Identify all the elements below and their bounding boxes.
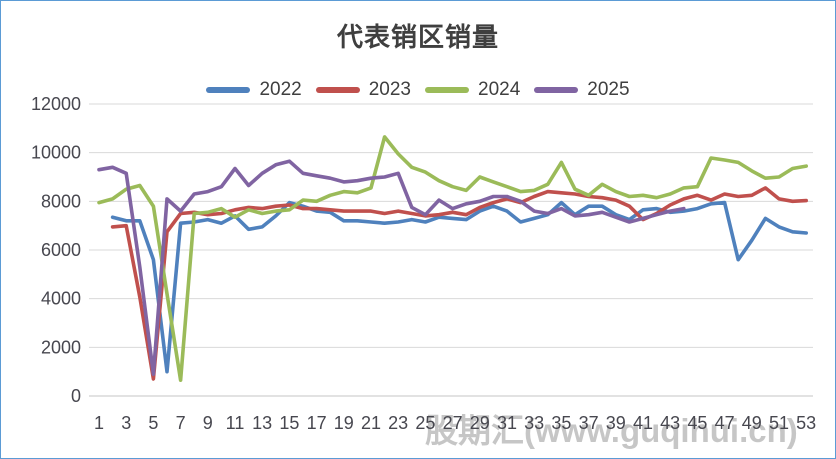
x-tick-label-1: 1 [94, 413, 104, 433]
y-tick-label-6000: 6000 [41, 240, 81, 260]
x-tick-label-39: 39 [606, 413, 626, 433]
watermark: 股期汇(www.guqihui.cn) [425, 412, 798, 449]
legend-item-2022: 2022 [206, 79, 302, 101]
x-tick-label-31: 31 [497, 413, 517, 433]
x-tick-label-7: 7 [176, 413, 186, 433]
x-tick-label-13: 13 [252, 413, 272, 433]
y-tick-label-12000: 12000 [31, 94, 81, 114]
x-tick-label-37: 37 [579, 413, 599, 433]
legend: 2022 2023 2024 2025 [1, 79, 835, 101]
legend-label-2022: 2022 [259, 79, 302, 100]
x-tick-label-27: 27 [443, 413, 463, 433]
legend-label-2024: 2024 [478, 79, 521, 100]
legend-item-2024: 2024 [425, 79, 520, 101]
y-tick-label-10000: 10000 [31, 143, 81, 163]
chart-title: 代表销区销量 [336, 22, 499, 52]
x-tick-label-5: 5 [148, 413, 158, 433]
series-line-2025 [97, 159, 686, 376]
series-line-2023 [110, 186, 809, 381]
legend-swatch-2022 [206, 87, 251, 93]
legend-swatch-2025 [534, 87, 579, 93]
x-tick-label-21: 21 [361, 413, 381, 433]
x-tick-label-35: 35 [551, 413, 571, 433]
legend-swatch-2023 [315, 87, 360, 93]
legend-swatch-2024 [425, 87, 469, 93]
x-tick-label-19: 19 [334, 413, 354, 433]
x-tick-label-15: 15 [279, 413, 299, 433]
x-tick-label-9: 9 [203, 413, 213, 433]
series-line-2022 [110, 200, 809, 374]
x-tick-label-3: 3 [121, 413, 131, 433]
x-tick-label-47: 47 [715, 413, 735, 433]
x-tick-label-33: 33 [524, 413, 544, 433]
legend-label-2025: 2025 [587, 79, 630, 100]
x-tick-label-41: 41 [633, 413, 653, 433]
x-tick-label-43: 43 [660, 413, 680, 433]
y-tick-label-0: 0 [71, 386, 81, 406]
x-tick-label-11: 11 [226, 413, 245, 433]
x-tick-label-51: 51 [769, 413, 789, 433]
y-tick-label-2000: 2000 [41, 337, 81, 357]
y-tick-label-8000: 8000 [41, 191, 81, 211]
legend-label-2023: 2023 [368, 79, 411, 100]
x-tick-label-45: 45 [687, 413, 707, 433]
x-tick-label-29: 29 [470, 413, 490, 433]
x-tick-label-49: 49 [742, 413, 762, 433]
y-tick-label-4000: 4000 [41, 289, 81, 309]
x-tick-label-17: 17 [307, 413, 327, 433]
x-tick-label-53: 53 [796, 413, 816, 433]
series-line-2024 [97, 135, 809, 383]
x-tick-label-23: 23 [388, 413, 408, 433]
x-tick-label-25: 25 [415, 413, 435, 433]
legend-item-2025: 2025 [534, 79, 630, 101]
legend-item-2023: 2023 [315, 79, 411, 101]
